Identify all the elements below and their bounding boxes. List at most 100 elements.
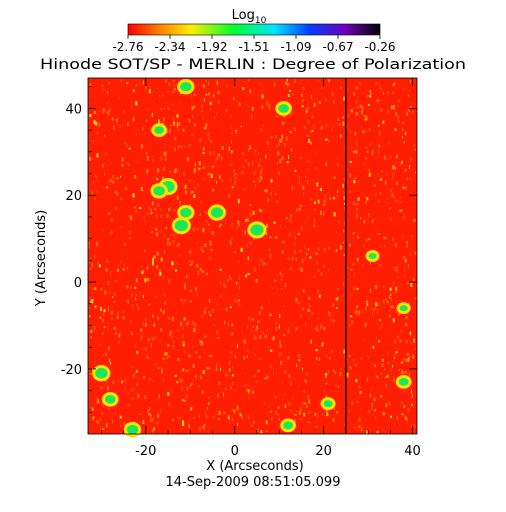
heatmap-pixel (152, 379, 154, 382)
heatmap-pixel (392, 238, 394, 242)
heatmap-pixel (169, 145, 171, 148)
heatmap-pixel (295, 327, 298, 330)
heatmap-pixel (223, 392, 224, 397)
heatmap-pixel (321, 324, 322, 328)
heatmap-pixel (380, 108, 383, 113)
heatmap-pixel (310, 141, 312, 145)
heatmap-pixel (328, 312, 330, 317)
heatmap-pixel (373, 184, 376, 187)
heatmap-pixel (126, 267, 128, 270)
heatmap-pixel (257, 320, 260, 323)
heatmap-pixel (231, 186, 234, 189)
heatmap-pixel (314, 208, 316, 212)
heatmap-pixel (234, 251, 237, 254)
heatmap-pixel (354, 363, 357, 367)
heatmap-pixel (175, 269, 177, 272)
heatmap-pixel (298, 301, 300, 304)
heatmap-pixel (106, 259, 108, 263)
heatmap-pixel (351, 294, 353, 299)
heatmap-pixel (111, 419, 113, 424)
heatmap-pixel (173, 209, 175, 212)
heatmap-pixel (182, 344, 185, 347)
heatmap-pixel (379, 178, 382, 181)
heatmap-pixel (102, 332, 104, 336)
heatmap-pixel (171, 388, 173, 393)
heatmap-pixel (261, 105, 263, 110)
heatmap-pixel (200, 246, 203, 251)
heatmap-pixel (269, 236, 272, 239)
heatmap-pixel (242, 165, 245, 168)
heatmap-pixel (267, 198, 269, 202)
heatmap-pixel (210, 355, 213, 358)
heatmap-pixel (195, 287, 197, 292)
heatmap-pixel (281, 352, 282, 354)
heatmap-pixel (314, 201, 316, 204)
colorbar-title-main: Log (232, 8, 255, 23)
heatmap-pixel (247, 79, 250, 82)
heatmap-pixel (294, 127, 296, 132)
heatmap-pixel (147, 338, 150, 342)
colorbar-ticks: -2.76 -2.34 -1.92 -1.51 -1.09 -0.67 -0.26 (112, 35, 396, 54)
heatmap-pixel (278, 352, 281, 357)
heatmap-pixel (193, 168, 196, 173)
heatmap-pixel (270, 286, 272, 289)
heatmap-pixel (304, 402, 307, 405)
heatmap-pixel (386, 201, 388, 204)
heatmap-pixel (283, 334, 286, 337)
heatmap-pixel (163, 293, 165, 298)
heatmap-pixel (167, 344, 170, 347)
heatmap-pixel (149, 419, 152, 422)
heatmap-pixel (242, 87, 245, 90)
heatmap-pixel (137, 160, 139, 164)
heatmap-pixel (304, 221, 306, 224)
heatmap-pixel (261, 82, 263, 86)
heatmap-pixel (150, 343, 152, 348)
heatmap-pixel (120, 226, 123, 229)
heatmap-pixel (224, 387, 227, 391)
heatmap-pixel (275, 192, 277, 195)
heatmap-pixel (142, 420, 145, 424)
heatmap-pixel (298, 207, 301, 211)
polarization-feature (177, 204, 195, 221)
heatmap-pixel (278, 184, 280, 187)
heatmap-pixel (120, 197, 123, 201)
heatmap-pixel (218, 175, 221, 179)
heatmap-pixel (401, 370, 404, 374)
heatmap-pixel (299, 204, 302, 207)
heatmap-pixel (142, 322, 144, 327)
heatmap-pixel (388, 374, 390, 378)
heatmap-pixel (103, 326, 106, 329)
heatmap-pixel (303, 412, 306, 417)
heatmap-pixel (357, 106, 359, 109)
heatmap-pixel (231, 332, 234, 337)
heatmap-pixel (234, 213, 235, 216)
heatmap-pixel (177, 261, 178, 265)
heatmap-pixel (293, 242, 295, 247)
heatmap-pixel (251, 318, 254, 321)
heatmap-pixel (327, 311, 329, 314)
heatmap-pixel (162, 357, 165, 360)
heatmap-pixel (268, 301, 269, 303)
heatmap-pixel (388, 362, 389, 364)
heatmap-pixel (411, 234, 413, 238)
heatmap-pixel (321, 87, 322, 90)
heatmap-pixel (205, 93, 208, 96)
heatmap-pixel (399, 200, 401, 203)
heatmap-pixel (248, 316, 251, 320)
heatmap-pixel (349, 243, 351, 247)
heatmap-pixel (275, 135, 277, 139)
heatmap-pixel (369, 261, 371, 265)
heatmap-pixel (231, 366, 234, 369)
heatmap-pixel (336, 411, 338, 414)
heatmap-pixel (375, 82, 378, 85)
heatmap-pixel (188, 179, 191, 182)
heatmap-pixel (134, 206, 137, 209)
polarization-feature (320, 397, 336, 411)
heatmap-pixel (196, 242, 198, 245)
heatmap-pixel (273, 82, 276, 87)
heatmap-pixel (284, 120, 286, 125)
heatmap-pixel (99, 401, 101, 404)
heatmap-pixel (360, 106, 363, 109)
heatmap-pixel (372, 308, 375, 312)
heatmap-pixel (396, 266, 399, 269)
